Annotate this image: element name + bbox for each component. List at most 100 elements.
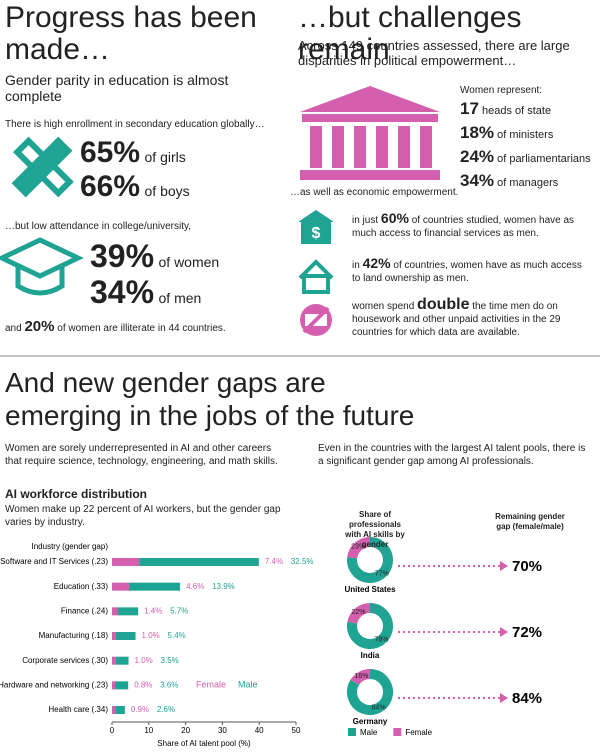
category-label: Finance (.24) [61, 606, 108, 615]
donut-segment [350, 669, 371, 686]
value-label: 16% [354, 673, 368, 680]
arrow-head [500, 627, 508, 637]
chart-title: AI workforce distribution [5, 487, 148, 501]
finance-icon: $ [298, 210, 334, 244]
legend-label: Male [360, 728, 378, 737]
stat-text: of men [158, 290, 202, 306]
progress-title: Progress has been made… [5, 1, 257, 66]
attendance-stat: 34% of men [90, 274, 201, 311]
attendance-intro: …but low attendance in college/universit… [5, 221, 192, 232]
building-icon [300, 86, 440, 180]
bar-segment [112, 706, 116, 715]
svg-text:$: $ [312, 225, 321, 242]
enrollment-intro: There is high enrollment in secondary ed… [5, 119, 265, 130]
text: of managers [497, 177, 559, 189]
value-label: 0.9% [131, 705, 149, 714]
challenges-subtitle: Across 149 countries assessed, there are… [298, 38, 570, 68]
value-label: 22% [352, 609, 366, 616]
economic-item: women spend double the time men do on ho… [352, 296, 592, 339]
figure: 39% [90, 238, 155, 274]
value-label: 3.5% [161, 656, 179, 665]
bar-segment [112, 632, 116, 641]
bar-segment [112, 656, 116, 665]
progress-subtitle: Gender parity in education is almost com… [5, 72, 229, 104]
represent-list: 17 heads of state 18% of ministers 24% o… [460, 98, 591, 194]
enrollment-stat: 65% of girls [80, 136, 186, 170]
gap-label: 84% [512, 690, 542, 707]
economic-item: in just 60% of countries studied, women … [352, 211, 592, 240]
bar-segment [139, 558, 259, 566]
arrow-head [500, 561, 508, 571]
represent-item: 17 heads of state [460, 98, 591, 122]
represent-item: 24% of parliamentarians [460, 146, 591, 170]
attendance-stat: 39% of women [90, 238, 219, 275]
land-icon [298, 259, 334, 294]
value-label: 5.4% [168, 631, 186, 640]
text: in [352, 260, 360, 271]
donut-segment [347, 603, 371, 624]
donut-header: Share of professionals with AI skills by… [345, 510, 405, 549]
future-left-text: Women are sorely underrepresented in AI … [5, 443, 278, 467]
category-label: Education (.33) [54, 582, 109, 591]
figure: 34% [460, 171, 495, 190]
future-title: And new gender gaps are emerging in the … [5, 367, 415, 431]
category-label: Corporate services (.30) [22, 656, 108, 665]
value-label: 7.4% [265, 557, 283, 566]
figure: 24% [460, 147, 495, 166]
figure: 18% [460, 123, 495, 142]
x-tick-label: 40 [255, 726, 264, 735]
challenges-title: …but challenges remain [298, 1, 522, 66]
text: and [5, 323, 22, 334]
category-label: Software and IT Services (.23) [0, 557, 108, 566]
represent-intro: Women represent: [460, 85, 543, 96]
x-axis-label: Share of AI talent pool (%) [157, 739, 251, 748]
value-label: 0.8% [134, 680, 152, 689]
stat-text: of girls [144, 149, 186, 165]
no-housework-icon [300, 304, 332, 336]
gap-header: Remaining gender gap (female/male) [495, 512, 565, 531]
economic-intro: …as well as economic empowerment. [290, 187, 459, 198]
figure: 42% [362, 255, 391, 271]
figure: 65% [80, 136, 141, 169]
pencil-ruler-icon [11, 136, 74, 198]
economic-item: in 42% of countries, women have as much … [352, 255, 592, 285]
value-label: 1.0% [142, 631, 160, 640]
x-tick-label: 10 [144, 726, 153, 735]
arrow-head [500, 693, 508, 703]
value-label: 77% [375, 570, 389, 577]
donut-segment [347, 537, 393, 583]
gap-label: 70% [512, 558, 542, 575]
gap-label: 72% [512, 624, 542, 641]
enrollment-stat: 66% of boys [80, 170, 190, 204]
text: of women are illiterate in 44 countries. [57, 323, 226, 334]
chart-subtitle: Women make up 22 percent of AI workers, … [5, 504, 281, 528]
stat-text: of women [158, 254, 220, 270]
figure: 17 [460, 99, 479, 118]
x-tick-label: 30 [218, 726, 227, 735]
legend-swatch [393, 728, 402, 736]
country-label: United States [344, 585, 396, 594]
donut-segment [347, 537, 371, 559]
text: women spend [352, 301, 415, 312]
bar-segment [112, 558, 140, 566]
category-header: Industry (gender gap) [32, 542, 109, 551]
value-label: 1.4% [144, 606, 162, 615]
country-label: Germany [353, 717, 388, 726]
bar-segment [128, 582, 181, 591]
bar-segment [115, 632, 136, 641]
value-label: 3.6% [160, 680, 178, 689]
figure: 66% [80, 170, 141, 203]
category-label: Manufacturing (.18) [39, 631, 109, 640]
graduation-cap-icon [0, 237, 84, 296]
text: of ministers [497, 129, 554, 141]
text: of parliamentarians [497, 153, 591, 165]
bar-segment [117, 607, 139, 616]
figure: double [417, 296, 470, 313]
legend-label: Female [405, 728, 432, 737]
donut-segment [347, 669, 393, 715]
text: heads of state [481, 105, 552, 117]
value-label: 78% [374, 637, 388, 644]
category-label: Hardware and networking (.23) [0, 680, 108, 689]
value-label: 84% [372, 705, 386, 712]
